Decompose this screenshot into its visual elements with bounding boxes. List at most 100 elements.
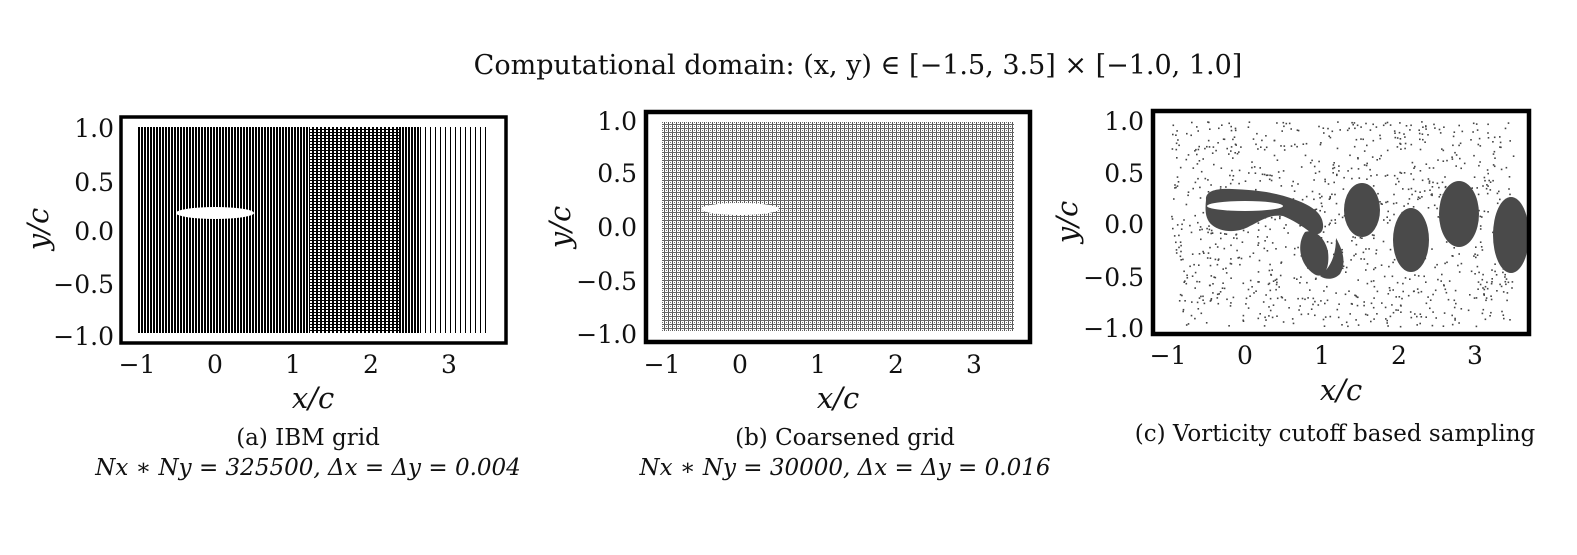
panel-c-sample-point [1263,325,1266,327]
panel-c-sample-point [1301,198,1304,201]
panel-b-ytick-label: 0.5 [597,159,637,188]
panel-c-sample-point [1504,273,1506,276]
panel-c-sample-point [1221,124,1223,126]
panel-c-sample-point [1490,298,1493,301]
panel-c-sample-point [1455,165,1457,167]
panel-a-xtick-label: −1 [119,350,156,379]
panel-a-frame [119,115,508,345]
panel-c-sample-point [1371,234,1374,236]
panel-c-sample-point [1483,294,1485,296]
panel-c-sample-point [1489,189,1492,191]
panel-c-sample-point [1483,288,1486,291]
panel-c-sample-point [1376,159,1378,161]
panel-c-ytick-label: 0.5 [1104,159,1144,188]
panel-c-sample-point [1233,136,1236,138]
panel-c-sample-point [1395,296,1397,298]
panel-c-sample-point [1219,291,1222,293]
panel-c-sample-point [1373,318,1375,320]
panel-c-sample-point [1477,193,1480,196]
panel-a-grid-mid [309,127,399,333]
panel-c-sample-point [1413,167,1415,169]
panel-c-sample-point [1184,300,1186,302]
panel-c-sample-point [1357,157,1359,159]
panel-c-yticks: 1.0 0.5 0.0 −0.5 −1.0 [1083,107,1144,343]
panel-c-sample-point [1274,218,1276,221]
panel-c-sample-point [1174,184,1176,186]
panel-c-sample-point [1484,285,1487,288]
panel-c-sample-point [1319,197,1321,199]
panel-c-sample-point [1473,154,1475,157]
panel-c-sample-point [1208,284,1211,287]
panel-c-sample-point [1477,143,1480,146]
panel-c-sample-point [1283,149,1286,151]
panel-a-xticks: −1 0 1 2 3 [119,350,457,379]
panel-c-sample-point [1485,297,1488,299]
panel-a-caption: (a) IBM grid [236,425,380,451]
panel-c-sample-point [1321,195,1323,198]
panel-c-sample-point [1335,202,1338,205]
panel-c-sample-point [1366,178,1368,180]
panel-c-sample-point [1459,142,1462,145]
panel-c-sample-point [1275,288,1277,291]
panel-c-sample-point [1434,289,1437,292]
panel-c-sample-point [1260,146,1262,148]
panel-c-sample-point [1187,154,1190,156]
panel-c-sample-point [1501,310,1503,313]
panel-c-sample-point [1288,122,1291,125]
panel-c-sample-point [1312,297,1315,300]
panel-c-sample-point [1230,258,1232,260]
panel-c-sample-point [1486,192,1489,195]
panel-c-sample-point [1173,235,1176,237]
panel-c-sample-point [1342,265,1345,267]
panel-c-sample-point [1422,126,1424,128]
panel-c-sample-point [1443,312,1446,314]
panel-c-sample-point [1508,176,1511,178]
panel-c-sample-point [1350,259,1352,261]
panel-b-ytick-label: −1.0 [576,320,637,349]
panel-c-sample-point [1198,264,1200,266]
panel-c-sample-point [1211,232,1214,234]
panel-c-sample-point [1310,308,1313,310]
panel-c-sample-point [1399,171,1401,174]
panel-c-sample-point [1478,164,1480,167]
panel-c-sample-point [1396,177,1399,180]
panel-c-sample-point [1252,252,1255,254]
panel-c-sample-point [1391,304,1393,306]
panel-c-sample-point [1314,208,1316,211]
panel-c-sample-point [1266,250,1269,252]
panel-c-sample-point [1334,222,1337,224]
panel-c-sample-point [1334,219,1336,221]
panel-c-sample-point [1491,278,1493,280]
panel-c-sample-point [1242,229,1245,232]
panel-c-sample-point [1382,124,1385,127]
panel-c-sample-point [1248,121,1251,123]
panel-c-sample-point [1444,185,1447,188]
panel-c-sample-point [1278,177,1281,179]
panel-c-sample-point [1268,306,1270,308]
panel-c-sample-point [1483,176,1486,179]
panel-c-sample-point [1205,322,1208,324]
panel-c-sample-point [1228,122,1230,125]
panel-c-sample-point [1296,278,1298,280]
panel-c-sample-point [1171,148,1174,150]
panel-c-sample-point [1323,132,1325,134]
panel-c-sample-point [1179,166,1182,169]
panel-c-sample-point [1175,252,1178,254]
panel-c-sample-point [1209,257,1212,259]
panel-c-sample-point [1365,248,1367,250]
panel-c-sample-point [1252,138,1255,140]
panel-c-sample-point [1360,126,1362,128]
panel-c-sample-point [1452,135,1455,138]
panel-c-sample-point [1385,201,1387,204]
panel-c-sample-point [1486,184,1488,186]
panel-c-sample-point [1225,233,1228,235]
panel-c-sample-point [1419,322,1421,325]
panel-c-sample-point [1388,265,1390,268]
panel-c-sample-point [1411,161,1414,164]
panel-c-sample-point [1207,179,1209,181]
panel-c-sample-point [1481,278,1484,281]
panel-c-sample-point [1333,166,1336,169]
panel-c-sample-point [1197,148,1200,151]
panel-c-sample-point [1425,163,1428,165]
panel-c-sample-point [1296,145,1298,148]
